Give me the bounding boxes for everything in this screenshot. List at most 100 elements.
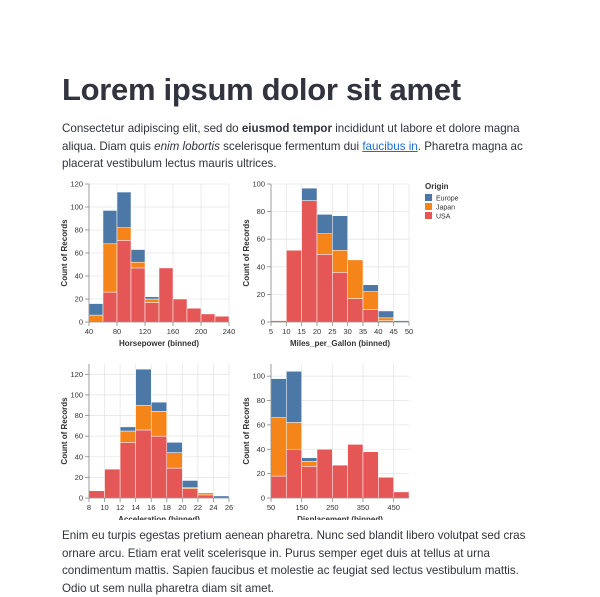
- bar: [130, 249, 146, 263]
- x-tick-label: 14: [131, 503, 139, 512]
- bar: [200, 313, 216, 323]
- y-tick-label: 0: [79, 318, 83, 327]
- bar: [172, 298, 188, 323]
- bar: [393, 491, 410, 499]
- x-tick-label: 450: [387, 503, 400, 512]
- x-tick-label: 240: [223, 327, 236, 336]
- bar: [150, 435, 168, 499]
- y-tick-label: 20: [75, 473, 83, 482]
- bar: [158, 267, 174, 323]
- y-axis-title: Count of Records: [242, 397, 251, 465]
- x-tick-label: 160: [167, 327, 180, 336]
- y-tick-label: 120: [70, 180, 83, 189]
- bar: [150, 411, 168, 437]
- bar: [270, 378, 287, 418]
- x-tick-label: 8: [87, 503, 91, 512]
- legend-swatch: [425, 194, 432, 201]
- bar: [150, 401, 168, 412]
- bar: [301, 187, 318, 201]
- bar: [362, 309, 379, 323]
- legend-label: USA: [436, 214, 451, 221]
- y-tick-label: 60: [257, 235, 265, 244]
- bar: [119, 426, 136, 432]
- title: Lorem ipsum dolor sit amet: [62, 72, 461, 107]
- bar: [166, 452, 183, 469]
- y-axis-title: Count of Records: [60, 219, 69, 287]
- bar: [362, 284, 379, 292]
- bar: [347, 259, 364, 299]
- bar: [135, 429, 152, 499]
- x-tick-label: 5: [269, 327, 273, 336]
- bar: [144, 302, 160, 323]
- x-tick-label: 25: [328, 327, 336, 336]
- bar: [286, 422, 302, 450]
- bar: [135, 404, 152, 431]
- bar: [378, 317, 394, 321]
- y-tick-label: 80: [75, 226, 83, 235]
- y-tick-label: 40: [75, 452, 83, 461]
- text: incididunt ut labore et dolore magna ali…: [62, 122, 520, 153]
- bar: [119, 442, 136, 499]
- x-tick-label: 12: [116, 503, 124, 512]
- intro-paragraph: Consectetur adipiscing elit, sed do eius…: [62, 120, 546, 173]
- bar: [88, 303, 104, 316]
- x-tick-label: 24: [209, 503, 217, 512]
- bar: [144, 296, 160, 300]
- bar: [301, 200, 318, 323]
- y-tick-label: 20: [75, 295, 83, 304]
- x-tick-label: 22: [194, 503, 202, 512]
- bar: [182, 480, 199, 488]
- x-tick-label: 35: [359, 327, 367, 336]
- bar: [270, 417, 287, 477]
- bar: [102, 210, 118, 245]
- bar: [88, 490, 105, 499]
- bar: [166, 467, 183, 499]
- legend-label: Europe: [436, 196, 459, 203]
- x-tick-label: 15: [297, 327, 305, 336]
- link[interactable]: faucibus in: [362, 139, 418, 153]
- bar: [301, 466, 318, 499]
- x-tick-label: 200: [195, 327, 208, 336]
- legend-title: Origin: [425, 182, 449, 191]
- y-tick-label: 40: [257, 262, 265, 271]
- y-tick-label: 60: [257, 420, 265, 429]
- y-tick-label: 80: [257, 396, 265, 405]
- bar: [135, 368, 152, 406]
- bar: [362, 451, 379, 499]
- bar: [116, 240, 132, 323]
- x-axis-title: Horsepower (binned): [119, 339, 199, 348]
- x-tick-label: 26: [225, 503, 233, 512]
- y-tick-label: 20: [257, 469, 265, 478]
- bold-text: eiusmod tempor: [241, 122, 332, 135]
- legend-label: Japan: [436, 205, 455, 212]
- x-axis-title: Miles_per_Gallon (binned): [290, 339, 390, 348]
- y-tick-label: 100: [252, 372, 265, 381]
- x-tick-label: 10: [282, 327, 290, 336]
- x-tick-label: 40: [374, 327, 382, 336]
- bar: [378, 310, 394, 319]
- y-tick-label: 80: [75, 411, 83, 420]
- x-tick-label: 50: [267, 503, 275, 512]
- bar: [286, 249, 302, 323]
- bar: [316, 254, 333, 323]
- bar: [119, 430, 136, 443]
- y-tick-label: 120: [70, 370, 83, 379]
- bar: [286, 449, 302, 499]
- y-tick-label: 0: [79, 494, 83, 503]
- bar: [144, 298, 160, 303]
- y-tick-label: 0: [261, 494, 265, 503]
- bar: [104, 468, 121, 499]
- x-tick-label: 250: [326, 503, 339, 512]
- bar: [116, 191, 132, 228]
- outro-paragraph: Enim eu turpis egestas pretium aenean ph…: [62, 529, 526, 595]
- bar: [316, 214, 333, 234]
- bar: [130, 261, 146, 269]
- bar: [378, 477, 394, 499]
- x-tick-label: 18: [163, 503, 171, 512]
- bar: [286, 371, 302, 423]
- x-axis-title: Displacement (binned): [297, 515, 383, 520]
- italic-text: enim lobortis: [154, 139, 220, 153]
- y-tick-label: 60: [75, 432, 83, 441]
- x-tick-label: 150: [295, 503, 308, 512]
